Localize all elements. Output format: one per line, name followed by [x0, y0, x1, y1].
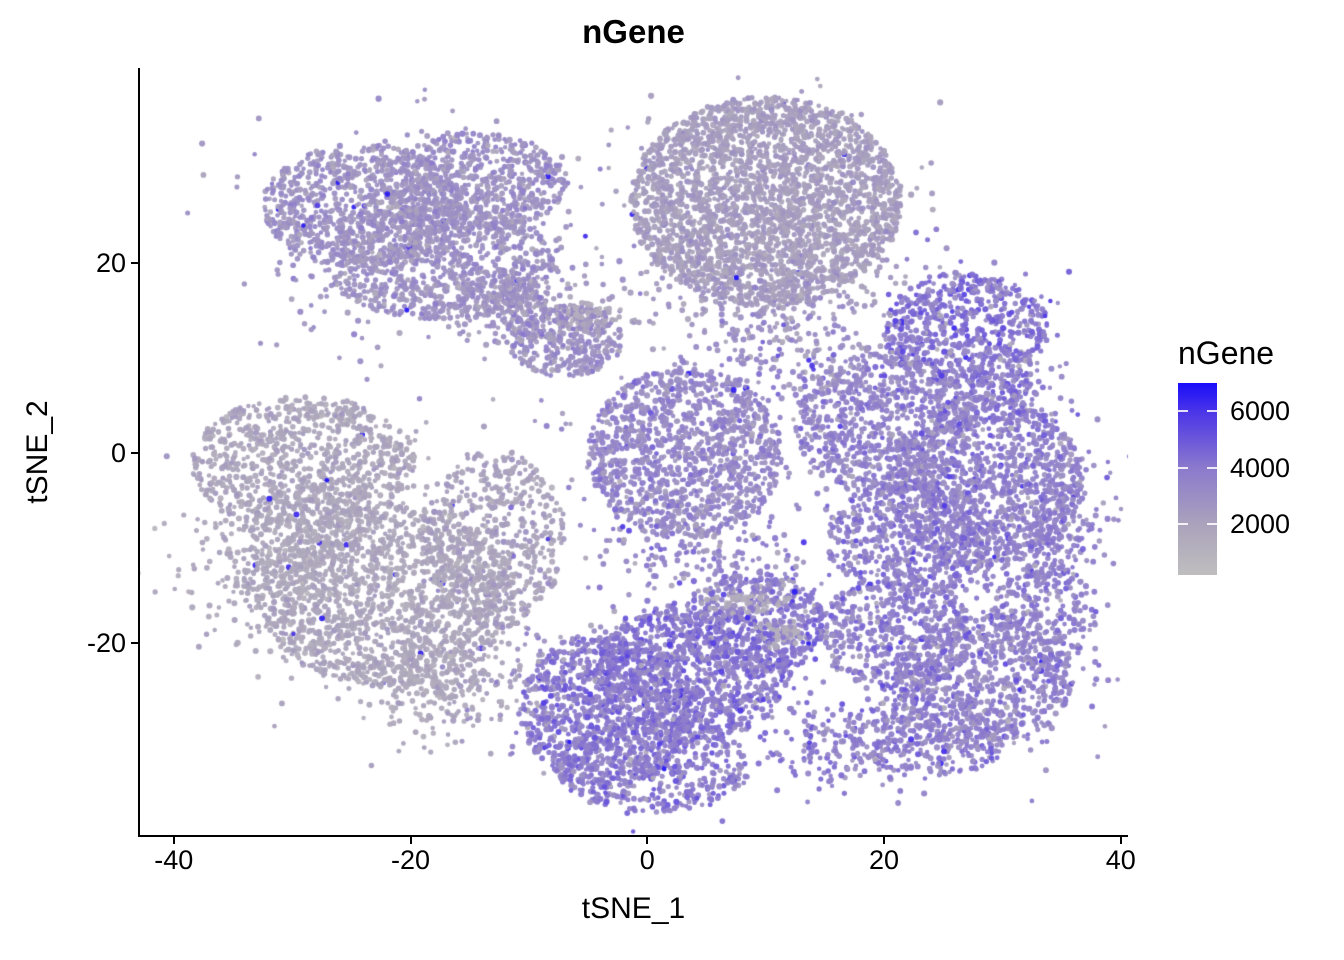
plot-title: nGene: [582, 13, 685, 50]
x-tick-mark: [1119, 837, 1122, 844]
x-tick-label: 0: [639, 845, 655, 875]
y-tick-label: 0: [110, 438, 126, 468]
legend-tick-mark: [1207, 523, 1217, 526]
legend-tick-label: 2000: [1230, 509, 1291, 540]
x-tick-mark: [883, 837, 885, 844]
legend-tick-label: 4000: [1230, 452, 1291, 483]
y-tick-label: 20: [95, 248, 126, 278]
y-tick-mark: [131, 262, 138, 264]
legend-tick-mark: [1178, 466, 1188, 469]
x-tick-label: 40: [1105, 845, 1136, 875]
x-tick-mark: [646, 837, 649, 844]
legend-colorbar-gradient: [1178, 383, 1217, 575]
x-axis-title: tSNE_1: [581, 892, 686, 925]
y-tick-label: -20: [86, 628, 126, 658]
y-tick-mark: [131, 452, 138, 454]
y-axis-line: [138, 68, 140, 836]
x-tick-mark: [409, 837, 412, 844]
y-axis-title: tSNE_2: [21, 400, 54, 504]
legend-tick-label: 6000: [1230, 396, 1291, 427]
y-tick-mark: [131, 642, 138, 644]
legend-tick-mark: [1207, 410, 1217, 413]
x-tick-label: -40: [154, 845, 194, 875]
x-tick-mark: [172, 837, 175, 844]
x-axis-line: [138, 835, 1128, 837]
legend-tick-mark: [1178, 523, 1188, 526]
x-tick-label: -20: [390, 845, 431, 875]
legend-title: nGene: [1178, 335, 1275, 371]
x-tick-label: 20: [868, 845, 900, 875]
legend-tick-mark: [1178, 410, 1188, 413]
legend-tick-mark: [1207, 466, 1217, 469]
